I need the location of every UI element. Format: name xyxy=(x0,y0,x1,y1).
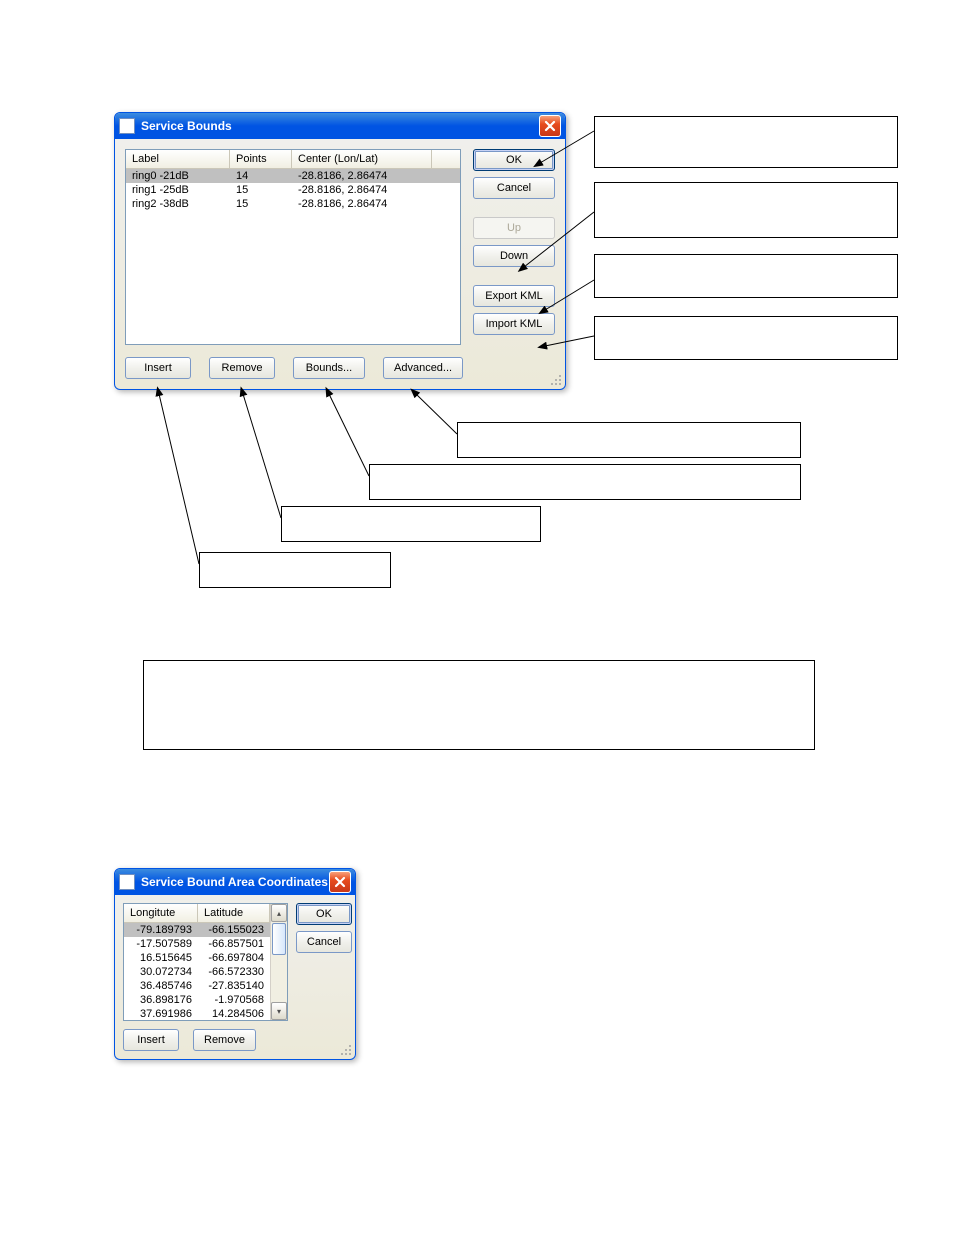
titlebar[interactable]: Service Bounds xyxy=(115,113,565,139)
callout-box xyxy=(594,254,898,298)
remove-button[interactable]: Remove xyxy=(209,357,275,379)
cell-longitude: -79.189793 xyxy=(124,923,198,937)
cell-latitude: -1.970568 xyxy=(198,993,270,1007)
window-icon xyxy=(119,874,135,890)
cell-latitude: -27.835140 xyxy=(198,979,270,993)
listview-rows: -79.189793-66.155023-17.507589-66.857501… xyxy=(124,923,270,1021)
dialog-title: Service Bounds xyxy=(141,119,232,133)
side-button-column: OK Cancel Up Down Export KML Import KML xyxy=(473,149,555,345)
callout-box xyxy=(281,506,541,542)
cell-longitude: -17.507589 xyxy=(124,937,198,951)
cell-longitude: 36.485746 xyxy=(124,979,198,993)
col-label[interactable]: Label xyxy=(126,150,230,168)
side-button-column: OK Cancel xyxy=(296,903,352,1021)
table-row[interactable]: 36.898176-1.970568 xyxy=(124,993,270,1007)
bottom-button-row: Insert Remove xyxy=(123,1029,347,1051)
callout-box xyxy=(143,660,815,750)
cell-longitude: 16.515645 xyxy=(124,951,198,965)
gripper-icon xyxy=(550,374,562,386)
col-points[interactable]: Points xyxy=(230,150,292,168)
advanced-button[interactable]: Advanced... xyxy=(383,357,463,379)
callout-box xyxy=(594,182,898,238)
col-longitude[interactable]: Longitute xyxy=(124,904,198,922)
service-bounds-dialog: Service Bounds Label Points Center (Lon/… xyxy=(114,112,566,390)
table-row[interactable]: 37.69198614.284506 xyxy=(124,1007,270,1021)
scroll-up-button[interactable]: ▴ xyxy=(271,904,287,922)
table-row[interactable]: ring0 -21dB14-28.8186, 2.86474 xyxy=(126,169,460,183)
resize-gripper[interactable] xyxy=(340,1044,352,1056)
callout-box xyxy=(199,552,391,588)
window-icon xyxy=(119,118,135,134)
table-row[interactable]: 36.485746-27.835140 xyxy=(124,979,270,993)
cell-longitude: 37.691986 xyxy=(124,1007,198,1021)
col-center[interactable]: Center (Lon/Lat) xyxy=(292,150,432,168)
coords-listview[interactable]: Longitute Latitude -79.189793-66.155023-… xyxy=(123,903,288,1021)
resize-gripper[interactable] xyxy=(550,374,562,386)
insert-button[interactable]: Insert xyxy=(125,357,191,379)
cell-label: ring0 -21dB xyxy=(126,169,230,183)
listview-header: Label Points Center (Lon/Lat) xyxy=(126,150,460,169)
export-kml-button[interactable]: Export KML xyxy=(473,285,555,307)
close-button[interactable] xyxy=(329,871,351,893)
cell-points: 15 xyxy=(230,183,292,197)
callout-box xyxy=(457,422,801,458)
callout-box xyxy=(369,464,801,500)
import-kml-button[interactable]: Import KML xyxy=(473,313,555,335)
listview-rows: ring0 -21dB14-28.8186, 2.86474ring1 -25d… xyxy=(126,169,460,211)
cell-center: -28.8186, 2.86474 xyxy=(292,169,432,183)
table-row[interactable]: ring1 -25dB15-28.8186, 2.86474 xyxy=(126,183,460,197)
table-row[interactable]: -79.189793-66.155023 xyxy=(124,923,270,937)
coordinates-dialog: Service Bound Area Coordinates Longitute… xyxy=(114,868,356,1060)
cancel-button[interactable]: Cancel xyxy=(296,931,352,953)
cell-center: -28.8186, 2.86474 xyxy=(292,197,432,211)
bounds-button[interactable]: Bounds... xyxy=(293,357,365,379)
table-row[interactable]: -17.507589-66.857501 xyxy=(124,937,270,951)
cancel-button[interactable]: Cancel xyxy=(473,177,555,199)
close-icon xyxy=(544,120,556,132)
cell-center: -28.8186, 2.86474 xyxy=(292,183,432,197)
cell-latitude: -66.155023 xyxy=(198,923,270,937)
up-button[interactable]: Up xyxy=(473,217,555,239)
scrollbar[interactable]: ▴ ▾ xyxy=(270,904,287,1020)
down-button[interactable]: Down xyxy=(473,245,555,267)
ok-button[interactable]: OK xyxy=(296,903,352,925)
cell-points: 14 xyxy=(230,169,292,183)
table-row[interactable]: 16.515645-66.697804 xyxy=(124,951,270,965)
table-row[interactable]: 30.072734-66.572330 xyxy=(124,965,270,979)
table-row[interactable]: ring2 -38dB15-28.8186, 2.86474 xyxy=(126,197,460,211)
gripper-icon xyxy=(340,1044,352,1056)
col-latitude[interactable]: Latitude xyxy=(198,904,270,922)
cell-label: ring1 -25dB xyxy=(126,183,230,197)
close-button[interactable] xyxy=(539,115,561,137)
scroll-down-button[interactable]: ▾ xyxy=(271,1002,287,1020)
callout-box xyxy=(594,316,898,360)
cell-longitude: 30.072734 xyxy=(124,965,198,979)
bottom-button-row: Insert Remove Bounds... Advanced... xyxy=(125,357,555,379)
listview-header: Longitute Latitude xyxy=(124,904,270,923)
cell-label: ring2 -38dB xyxy=(126,197,230,211)
cell-latitude: -66.572330 xyxy=(198,965,270,979)
callout-box xyxy=(594,116,898,168)
rings-listview[interactable]: Label Points Center (Lon/Lat) ring0 -21d… xyxy=(125,149,461,345)
cell-latitude: -66.697804 xyxy=(198,951,270,965)
dialog-title: Service Bound Area Coordinates xyxy=(141,875,328,889)
cell-longitude: 36.898176 xyxy=(124,993,198,1007)
remove-button[interactable]: Remove xyxy=(193,1029,256,1051)
cell-latitude: 14.284506 xyxy=(198,1007,270,1021)
scroll-thumb[interactable] xyxy=(272,923,286,955)
titlebar[interactable]: Service Bound Area Coordinates xyxy=(115,869,355,895)
ok-button[interactable]: OK xyxy=(473,149,555,171)
close-icon xyxy=(334,876,346,888)
cell-points: 15 xyxy=(230,197,292,211)
cell-latitude: -66.857501 xyxy=(198,937,270,951)
insert-button[interactable]: Insert xyxy=(123,1029,179,1051)
